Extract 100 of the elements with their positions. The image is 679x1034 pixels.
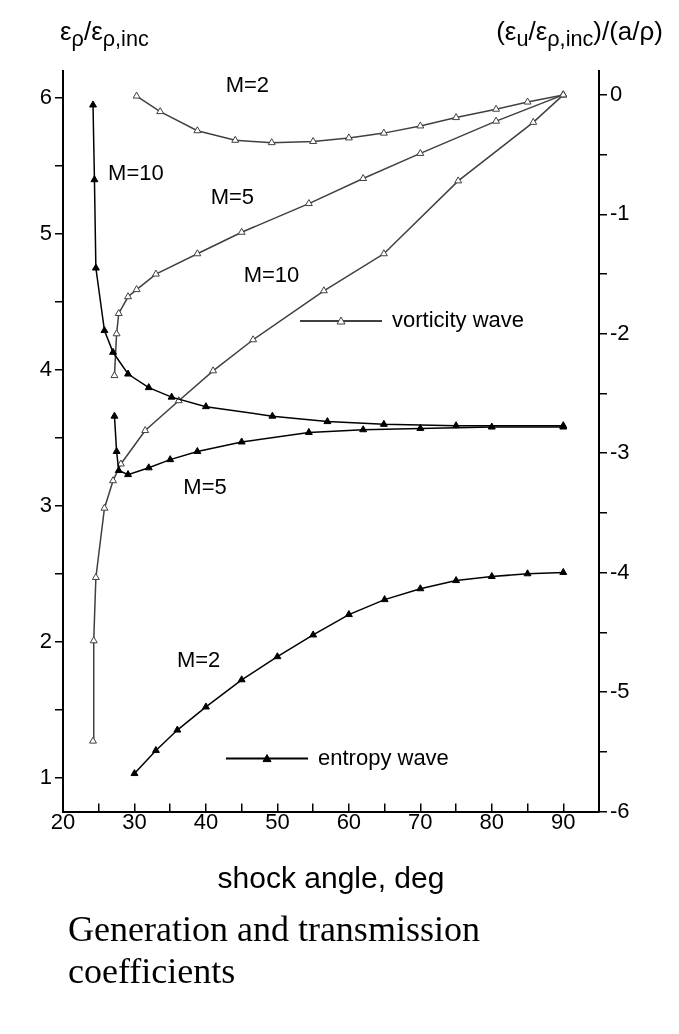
point [156, 107, 165, 115]
point [487, 572, 496, 580]
point [380, 595, 389, 603]
point [201, 702, 210, 710]
x-tick-label: 70 [408, 808, 433, 834]
point [268, 411, 277, 419]
point [231, 135, 240, 143]
point [209, 366, 218, 374]
x-tick-label: 80 [479, 808, 505, 834]
y2-axis-title: (ε$_{u}$/ε$_{ρ,inc}$)/(a/ρ) [496, 16, 663, 53]
y2-tick-label: -2 [610, 319, 630, 345]
point [109, 347, 117, 355]
point [416, 121, 425, 129]
annotation: M=10 [108, 160, 164, 186]
point [112, 329, 121, 337]
point [89, 736, 97, 744]
point [193, 446, 202, 454]
y-tick-label: 6 [39, 84, 52, 110]
point [416, 584, 425, 592]
annotation: M=2 [176, 646, 221, 672]
y2-tick-label: -6 [610, 797, 630, 823]
x-tick-label: 90 [551, 808, 576, 834]
point [379, 419, 388, 427]
annotation: M=10 [243, 262, 300, 288]
y2-tick-label: -5 [610, 678, 630, 704]
point [273, 652, 282, 660]
point [523, 569, 532, 577]
point [379, 128, 388, 136]
point [359, 425, 368, 433]
legend-label: entropy wave [318, 744, 449, 770]
point [379, 249, 388, 257]
point [151, 745, 160, 753]
point [237, 675, 246, 683]
point [110, 371, 119, 379]
point [344, 133, 353, 141]
point [416, 423, 425, 431]
y2-tick-label: -3 [610, 439, 630, 465]
point [89, 636, 98, 644]
point [141, 426, 150, 434]
x-tick-label: 40 [193, 808, 219, 834]
point [309, 630, 318, 638]
y-tick-label: 3 [39, 491, 52, 517]
point [132, 285, 141, 293]
point [151, 269, 160, 277]
y2-tick-label: -4 [610, 558, 630, 584]
point [492, 116, 501, 124]
point [193, 249, 202, 257]
point [237, 227, 246, 235]
point [124, 292, 132, 300]
point [193, 126, 202, 134]
point [344, 610, 353, 618]
y2-tick-label: -1 [610, 200, 630, 226]
point [90, 175, 99, 183]
point [173, 725, 182, 733]
point [304, 427, 313, 435]
point [100, 326, 109, 334]
point [249, 335, 258, 343]
point [132, 91, 141, 99]
x-tick-label: 50 [265, 808, 290, 834]
point [89, 100, 97, 108]
point [492, 104, 501, 112]
point [319, 286, 328, 294]
point [110, 411, 119, 419]
point [323, 417, 332, 425]
point [267, 138, 276, 146]
point [114, 466, 123, 474]
y-axis-title: ε$_{ρ}$/ε$_{ρ,inc}$ [60, 16, 149, 53]
annotation: M=2 [225, 71, 270, 97]
point [112, 446, 121, 454]
point [144, 383, 153, 391]
point [309, 136, 318, 144]
point [201, 402, 210, 410]
x-tick-label: 20 [50, 808, 76, 834]
point [114, 308, 123, 316]
y-tick-label: 2 [39, 627, 52, 653]
point [359, 174, 368, 182]
point [130, 769, 139, 777]
point [304, 199, 313, 207]
point [124, 369, 132, 377]
y-tick-label: 5 [39, 220, 52, 246]
y-tick-label: 1 [39, 763, 52, 789]
point [167, 392, 176, 400]
point [124, 470, 132, 478]
annotation: M=5 [210, 184, 255, 210]
point [100, 503, 109, 511]
point [487, 422, 496, 430]
point [454, 176, 463, 184]
point [523, 97, 532, 105]
point [452, 576, 461, 584]
point [559, 567, 568, 575]
point [91, 572, 100, 580]
annotation: M=5 [183, 474, 227, 500]
point [166, 455, 175, 463]
point [529, 117, 538, 125]
x-tick-label: 60 [336, 808, 362, 834]
y-tick-label: 4 [39, 356, 52, 382]
point [109, 476, 117, 484]
text: Generation and transmission coefficients [67, 908, 481, 992]
point [452, 113, 461, 121]
point [91, 263, 100, 271]
